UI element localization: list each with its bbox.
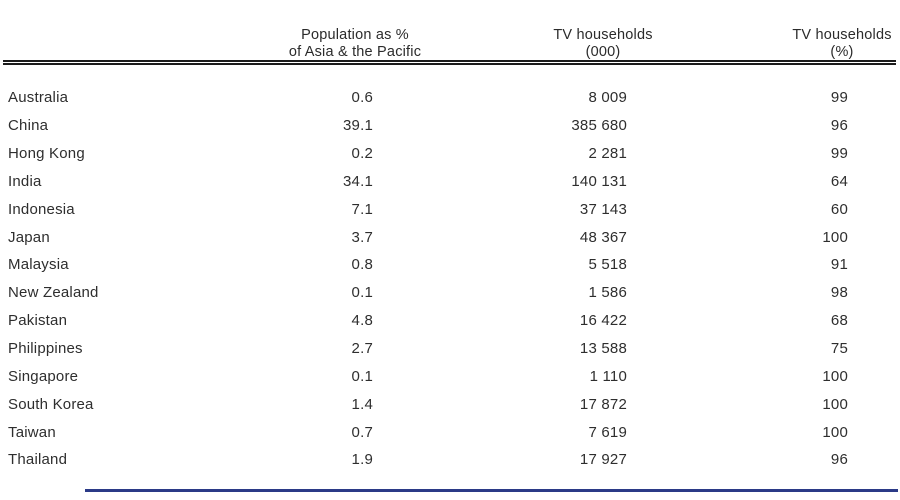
tv-households-000-cell: 5 518 <box>588 256 627 274</box>
column-header-tv-households-000: TV households (000) <box>553 27 653 60</box>
table-row: Indonesia 7.1 37 143 60 <box>8 195 848 223</box>
population-share-cell: 0.2 <box>351 145 373 163</box>
tv-households-pct-cell: 100 <box>822 228 848 246</box>
header-rule <box>3 60 896 65</box>
tv-households-000-cell: 17 927 <box>579 451 627 469</box>
table-row: Singapore 0.1 1 110 100 <box>8 362 848 390</box>
table-row: South Korea 1.4 17 872 100 <box>8 390 848 418</box>
population-share-cell: 0.1 <box>351 367 373 385</box>
country-cell: Indonesia <box>8 200 75 218</box>
tv-households-pct-cell: 75 <box>830 340 848 358</box>
tv-households-000-cell: 37 143 <box>579 200 627 218</box>
population-share-cell: 39.1 <box>343 117 373 135</box>
table-row: New Zealand 0.1 1 586 98 <box>8 279 848 307</box>
table-row: Philippines 2.7 13 588 75 <box>8 335 848 363</box>
tv-households-000-cell: 385 680 <box>571 117 627 135</box>
country-cell: Pakistan <box>8 312 68 330</box>
table-row: China 39.1 385 680 96 <box>8 112 848 140</box>
country-cell: South Korea <box>8 395 94 413</box>
tv-households-pct-cell: 96 <box>830 117 848 135</box>
country-cell: Japan <box>8 228 50 246</box>
country-cell: China <box>8 117 49 135</box>
table-row: India 34.1 140 131 64 <box>8 168 848 196</box>
population-share-cell: 0.6 <box>351 89 373 107</box>
table-row: Australia 0.6 8 009 99 <box>8 84 848 112</box>
tv-households-pct-cell: 60 <box>830 200 848 218</box>
tv-households-pct-cell: 100 <box>822 395 848 413</box>
tv-households-pct-cell: 64 <box>830 172 848 190</box>
tv-households-000-cell: 17 872 <box>579 395 627 413</box>
column-header-population-share: Population as % of Asia & the Pacific <box>288 27 422 60</box>
country-cell: Australia <box>8 89 69 107</box>
column-header-tv-households-pct: TV households (%) <box>792 27 892 60</box>
country-cell: Philippines <box>8 340 83 358</box>
table-row: Thailand 1.9 17 927 96 <box>8 446 848 474</box>
population-share-cell: 1.4 <box>351 395 373 413</box>
country-cell: India <box>8 172 42 190</box>
tv-households-000-cell: 1 110 <box>589 367 627 385</box>
tv-households-000-cell: 16 422 <box>579 312 627 330</box>
table-row: Malaysia 0.8 5 518 91 <box>8 251 848 279</box>
population-share-cell: 7.1 <box>351 200 373 218</box>
bottom-border-line <box>85 489 898 492</box>
country-cell: Hong Kong <box>8 145 85 163</box>
tv-households-pct-cell: 100 <box>822 423 848 441</box>
table-row: Japan 3.7 48 367 100 <box>8 223 848 251</box>
table-row: Pakistan 4.8 16 422 68 <box>8 307 848 335</box>
country-cell: Taiwan <box>8 423 56 441</box>
population-share-cell: 34.1 <box>343 172 373 190</box>
table-body: Australia 0.6 8 009 99 China 39.1 385 68… <box>8 84 848 474</box>
population-share-cell: 4.8 <box>351 312 373 330</box>
tv-households-000-cell: 13 588 <box>579 340 627 358</box>
tv-households-pct-cell: 96 <box>830 451 848 469</box>
tv-households-pct-cell: 68 <box>830 312 848 330</box>
table-row: Taiwan 0.7 7 619 100 <box>8 418 848 446</box>
population-share-cell: 1.9 <box>351 451 373 469</box>
tv-households-pct-cell: 100 <box>822 367 848 385</box>
tv-households-pct-cell: 91 <box>830 256 848 274</box>
population-share-cell: 0.7 <box>351 423 373 441</box>
tv-households-pct-cell: 98 <box>830 284 848 302</box>
country-cell: New Zealand <box>8 284 99 302</box>
tv-households-pct-cell: 99 <box>830 145 848 163</box>
tv-households-000-cell: 140 131 <box>571 172 627 190</box>
population-share-cell: 0.1 <box>351 284 373 302</box>
tv-households-000-cell: 7 619 <box>588 423 627 441</box>
population-share-cell: 3.7 <box>351 228 373 246</box>
country-cell: Malaysia <box>8 256 69 274</box>
tv-households-000-cell: 8 009 <box>588 89 627 107</box>
tv-households-000-cell: 1 586 <box>588 284 627 302</box>
table-row: Hong Kong 0.2 2 281 99 <box>8 140 848 168</box>
tv-households-pct-cell: 99 <box>830 89 848 107</box>
population-share-cell: 0.8 <box>351 256 373 274</box>
country-cell: Thailand <box>8 451 68 469</box>
population-share-cell: 2.7 <box>351 340 373 358</box>
tv-households-000-cell: 48 367 <box>579 228 627 246</box>
tv-households-000-cell: 2 281 <box>588 145 627 163</box>
country-cell: Singapore <box>8 367 79 385</box>
